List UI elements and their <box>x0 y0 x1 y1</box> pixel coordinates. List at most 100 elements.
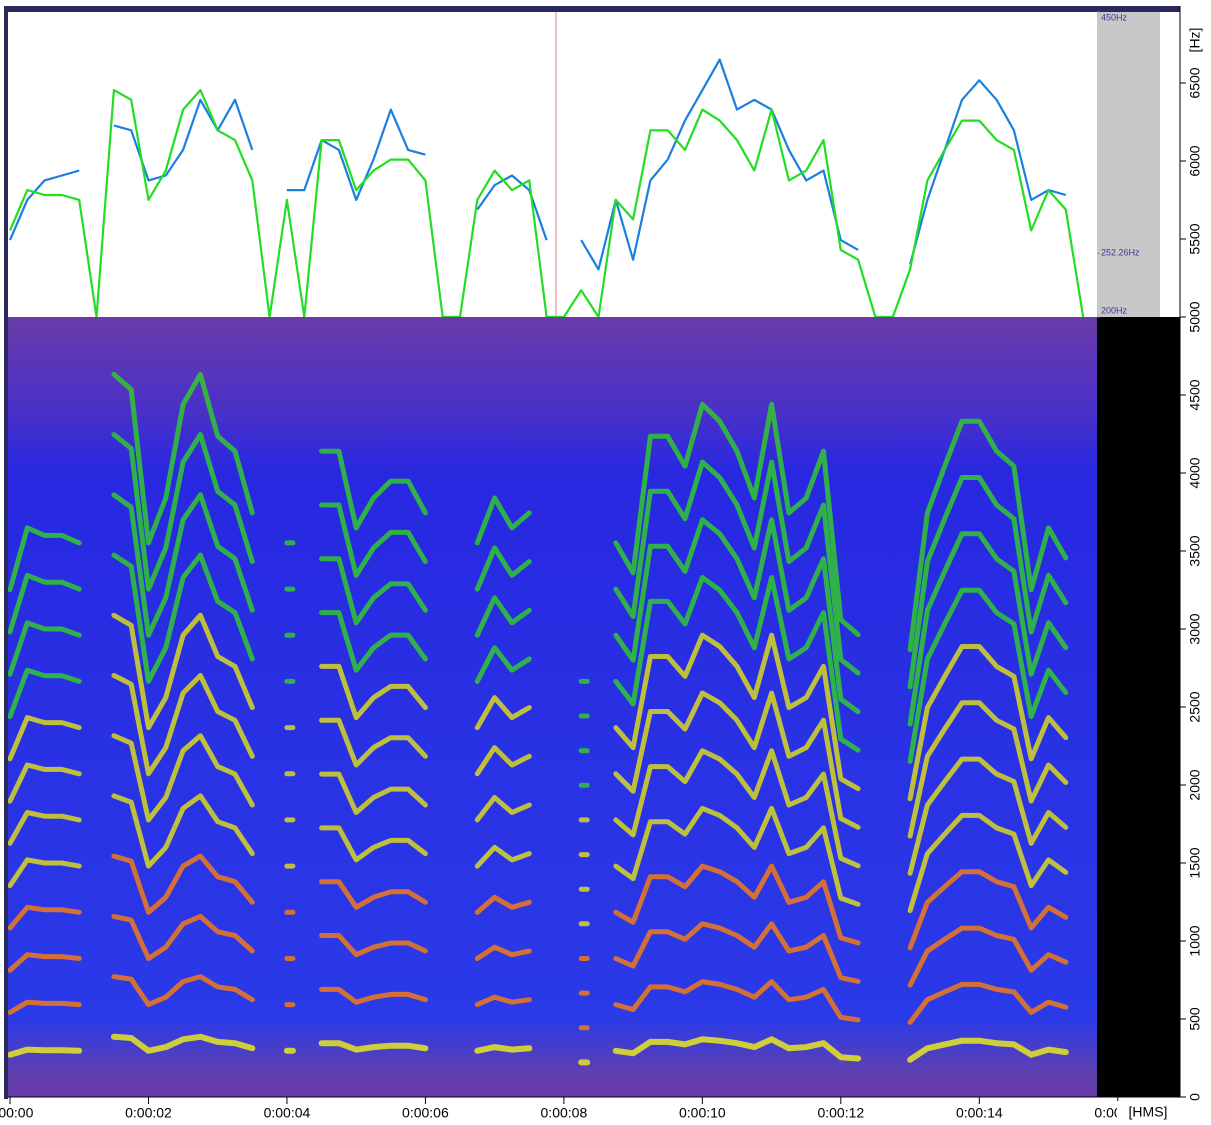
harmonic <box>111 612 255 731</box>
harmonic <box>474 894 532 915</box>
harmonic <box>613 979 861 1023</box>
harmonic <box>319 933 428 958</box>
y-tick-label: 6000 <box>1187 145 1203 176</box>
harmonic <box>8 999 82 1015</box>
x-tick-label: 0:00:12 <box>817 1105 864 1121</box>
harmonic <box>474 994 532 1008</box>
y-axis-label: [Hz] <box>1187 28 1203 53</box>
harmonic <box>474 545 532 592</box>
harmonic <box>907 475 1069 690</box>
harmonic <box>319 986 428 1005</box>
y-tick-label: 4500 <box>1187 379 1203 410</box>
harmonic <box>474 695 532 731</box>
harmonic <box>8 620 82 677</box>
harmonic <box>8 715 82 762</box>
harmonic <box>907 981 1069 1025</box>
harmonic <box>111 793 255 869</box>
x-tick-label: 0:00:10 <box>679 1105 726 1121</box>
harmonic <box>474 595 532 638</box>
harmonic <box>111 913 255 961</box>
harmonic <box>111 492 255 638</box>
pitch-lines <box>8 58 1085 317</box>
harmonic <box>8 904 82 931</box>
pitch-tick-label: 200Hz <box>1101 305 1128 315</box>
harmonic <box>907 644 1069 802</box>
harmonic <box>613 401 861 638</box>
pitch-panel <box>8 12 1097 317</box>
harmonic <box>319 825 428 863</box>
harmonic <box>613 459 861 676</box>
harmonic <box>111 733 255 823</box>
x-tick-label: 0:00:06 <box>402 1105 449 1121</box>
y-tick-label: 3000 <box>1187 613 1203 644</box>
harmonic <box>8 857 82 889</box>
x-tick-label: 0:00:02 <box>125 1105 172 1121</box>
spectrogram-bg <box>8 317 1097 1097</box>
harmonic <box>319 717 428 768</box>
harmonic <box>8 572 82 635</box>
harmonic <box>319 502 428 578</box>
harmonic <box>111 552 255 684</box>
x-tick-label: 0:00:08 <box>541 1105 588 1121</box>
harmonic <box>111 853 255 915</box>
harmonic <box>319 556 428 626</box>
harmonic <box>474 645 532 684</box>
harmonic <box>110 1033 256 1054</box>
y-tick-label: 3500 <box>1187 535 1203 566</box>
harmonic <box>907 531 1069 727</box>
harmonic <box>474 844 532 869</box>
y-tick-label: 1500 <box>1187 847 1203 878</box>
top-border <box>4 6 1180 12</box>
harmonic <box>613 748 861 869</box>
harmonic <box>8 952 82 973</box>
harmonic <box>319 663 428 721</box>
harmonic <box>613 632 861 792</box>
harmonic <box>907 1037 1069 1063</box>
harmonic <box>907 869 1069 951</box>
pitch-scale-strip <box>1097 12 1160 317</box>
harmonic <box>612 1036 862 1062</box>
y-tick-label: 6500 <box>1187 67 1203 98</box>
harmonic <box>474 495 532 546</box>
harmonic <box>613 690 861 830</box>
harmonic <box>474 795 532 823</box>
harmonic <box>319 771 428 815</box>
y-tick-label: 5000 <box>1187 301 1203 332</box>
harmonic <box>8 810 82 846</box>
harmonic <box>474 944 532 961</box>
harmonic <box>111 673 255 777</box>
left-border <box>4 6 8 1099</box>
harmonic <box>8 1046 83 1058</box>
harmonic <box>111 371 255 546</box>
x-axis-label: [HMS] <box>1129 1104 1168 1120</box>
x-label-bg <box>1117 1101 1179 1123</box>
y-tick-label: 0 <box>1187 1093 1203 1101</box>
pitch-tick-label: 252.26Hz <box>1101 248 1140 258</box>
harmonic <box>111 974 255 1008</box>
y-tick-label: 2000 <box>1187 769 1203 800</box>
harmonic <box>613 805 861 907</box>
harmonic <box>907 418 1069 653</box>
harmonic <box>319 879 428 910</box>
harmonic <box>474 745 532 777</box>
harmonic <box>111 432 255 592</box>
harmonic <box>474 1044 533 1054</box>
harmonic <box>8 762 82 804</box>
y-tick-label: 4000 <box>1187 457 1203 488</box>
harmonic <box>8 525 82 593</box>
pitch-line <box>8 89 1085 317</box>
y-tick-label: 2500 <box>1187 691 1203 722</box>
x-tick-label: 0:00:00 <box>0 1105 34 1121</box>
y-tick-label: 5500 <box>1187 223 1203 254</box>
y-tick-label: 500 <box>1187 1007 1203 1031</box>
x-tick-label: 0:00:14 <box>956 1105 1003 1121</box>
harmonic <box>907 812 1069 914</box>
harmonic <box>613 575 861 753</box>
harmonic <box>8 667 82 719</box>
harmonic <box>319 448 428 531</box>
harmonic <box>318 1040 429 1053</box>
harmonic <box>907 756 1069 876</box>
harmonic <box>319 610 428 673</box>
